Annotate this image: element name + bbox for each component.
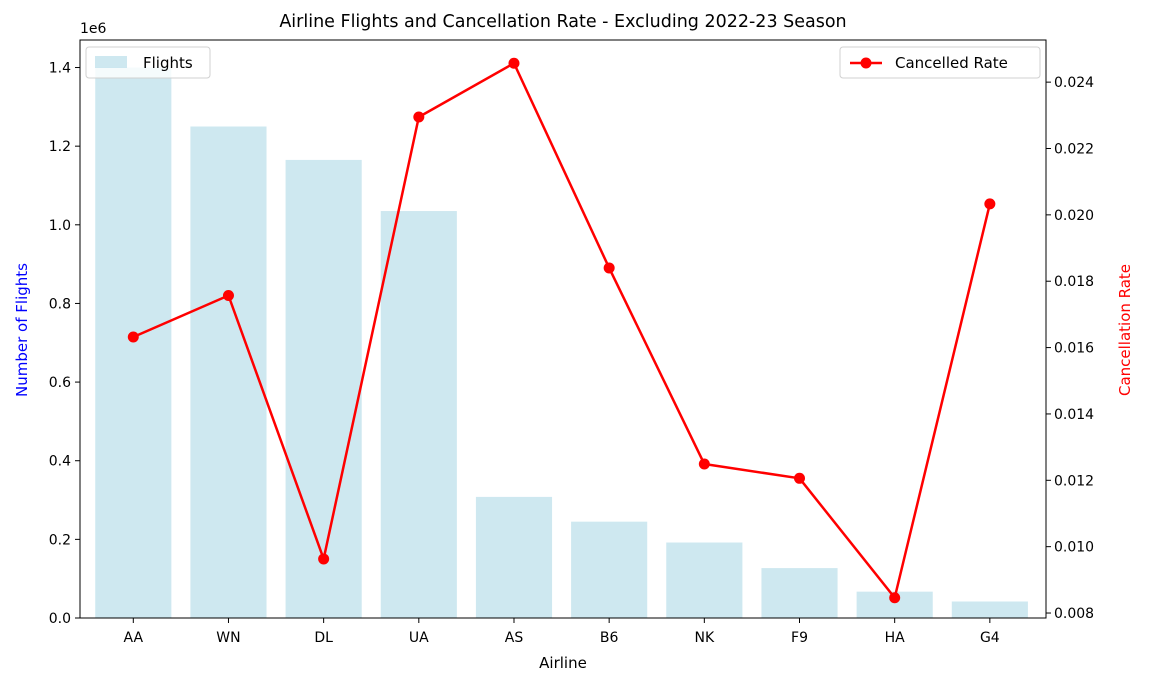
point-ua — [413, 111, 425, 123]
legend-box — [839, 46, 1041, 79]
x-tick-label: DL — [314, 630, 333, 646]
point-f9 — [794, 472, 806, 484]
cancelled-rate-line — [132, 61, 992, 600]
x-axis-title: Airline — [539, 654, 587, 672]
point-b6 — [603, 262, 615, 274]
y2-tick-label: 0.014 — [1054, 407, 1094, 423]
x-tick-label: HA — [885, 630, 906, 646]
y2-tick-label: 0.016 — [1054, 341, 1094, 357]
y2-tick-label: 0.018 — [1054, 274, 1094, 290]
axes-layer: 0.0 0.2 0.4 0.6 0.8 1.0 1.2 1.4 0.008 0.010 0.012 0… — [49, 39, 1094, 646]
y2-tick-label: 0.020 — [1054, 208, 1094, 224]
plot-frame — [79, 39, 1047, 619]
line-layer — [127, 57, 996, 604]
legend-swatch-flights — [95, 56, 127, 68]
point-nk — [698, 458, 710, 470]
point-ha — [889, 592, 901, 604]
legend-label-cancelled-rate: Cancelled Rate — [895, 54, 1008, 72]
y2-tick-label: 0.022 — [1054, 141, 1094, 157]
legend-cancelled-rate: Cancelled Rate — [839, 46, 1041, 79]
x-tick-label: NK — [695, 630, 715, 646]
y-axis-offset-label: 1e6 — [80, 21, 107, 37]
x-tick-label: AA — [124, 630, 144, 646]
y2-tick-label: 0.010 — [1054, 540, 1094, 556]
y-tick-label: 0.8 — [49, 296, 71, 312]
y-tick-label: 1.0 — [49, 218, 71, 234]
y-axis-title: Number of Flights — [13, 263, 31, 397]
x-tick-label: F9 — [791, 630, 808, 646]
bar-nk — [666, 542, 743, 618]
x-tick-label: G4 — [980, 630, 1000, 646]
chart-title: Airline Flights and Cancellation Rate - … — [279, 12, 846, 32]
y-tick-label: 0.2 — [49, 532, 71, 548]
y-tick-label: 0.0 — [49, 611, 71, 627]
y2-axis-title: Cancellation Rate — [1116, 264, 1134, 396]
point-wn — [222, 289, 234, 301]
y-tick-label: 0.6 — [49, 375, 71, 391]
bar-as — [475, 496, 553, 618]
bar-aa — [95, 67, 172, 619]
point-as — [508, 57, 520, 69]
bar-dl — [285, 159, 362, 618]
x-tick-label: B6 — [600, 630, 619, 646]
y2-tick-label: 0.012 — [1054, 473, 1094, 489]
point-aa — [127, 331, 139, 343]
y-tick-label: 1.2 — [49, 139, 71, 155]
bar-b6 — [571, 521, 648, 618]
bar-g4 — [951, 601, 1028, 618]
legend-box — [85, 46, 211, 79]
y-tick-label: 1.4 — [49, 61, 71, 77]
bar-ua — [380, 211, 457, 618]
point-g4 — [984, 198, 996, 210]
y2-tick-label: 0.008 — [1054, 606, 1094, 622]
legend-swatch-marker — [860, 57, 872, 69]
point-dl — [318, 553, 330, 565]
y-tick-label: 0.4 — [49, 454, 71, 470]
bars-layer — [95, 67, 1028, 619]
x-tick-label: AS — [505, 630, 524, 646]
bar-wn — [190, 126, 267, 618]
x-tick-label: UA — [409, 630, 429, 646]
legend-label-flights: Flights — [143, 54, 193, 72]
y2-tick-label: 0.024 — [1054, 75, 1094, 91]
bar-f9 — [761, 568, 838, 618]
x-tick-label: WN — [216, 630, 240, 646]
legend-flights: Flights — [85, 46, 211, 79]
